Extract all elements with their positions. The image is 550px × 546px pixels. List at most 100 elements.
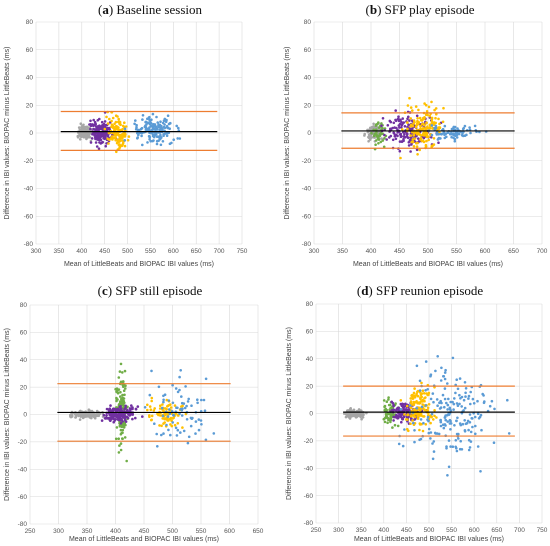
data-point-blue (445, 135, 448, 139)
data-point-yellow (411, 130, 414, 134)
data-point-purple (105, 142, 108, 145)
data-point-blue (455, 402, 459, 405)
data-point-blue (443, 124, 447, 128)
data-point-green (383, 420, 387, 424)
data-point-yellow (432, 137, 436, 140)
data-point-purple (398, 140, 402, 143)
y-tick-label: -80 (24, 241, 34, 248)
data-point-blue (160, 124, 163, 128)
data-point-yellow (409, 414, 413, 417)
data-point-purple (134, 416, 137, 420)
panel-letter: a (102, 2, 109, 17)
data-point-yellow (120, 136, 123, 139)
data-point-grey (97, 413, 101, 416)
data-point-blue (437, 432, 441, 436)
data-point-blue (150, 369, 153, 373)
data-point-blue (458, 402, 461, 406)
data-point-blue (197, 418, 201, 421)
data-point-blue (175, 434, 179, 437)
data-point-purple (399, 413, 402, 417)
data-point-yellow (419, 396, 422, 400)
data-point-yellow (405, 404, 409, 408)
data-point-purple (107, 408, 110, 411)
data-point-grey (83, 413, 86, 417)
data-point-yellow (150, 396, 154, 400)
data-point-yellow (416, 417, 420, 420)
data-point-grey (82, 125, 86, 129)
data-point-blue (168, 412, 172, 416)
data-point-blue (442, 130, 446, 134)
data-point-blue (420, 405, 424, 409)
data-point-blue (160, 406, 164, 410)
data-point-yellow (437, 117, 440, 121)
y-axis-label: Difference in IBI values: BIOPAC minus L… (4, 47, 11, 220)
data-point-blue (445, 445, 448, 448)
data-point-blue (480, 428, 483, 432)
data-point-blue (449, 445, 452, 448)
data-point-grey (360, 414, 364, 418)
y-tick-label: -20 (304, 438, 314, 445)
x-tick-label: 350 (356, 527, 367, 534)
x-tick-label: 300 (31, 248, 42, 255)
data-point-purple (395, 126, 398, 130)
data-point-blue (194, 432, 197, 435)
data-point-blue (397, 442, 401, 446)
data-point-blue (151, 139, 154, 143)
data-point-blue (148, 136, 152, 139)
data-point-purple (409, 136, 413, 139)
data-point-blue (123, 127, 127, 131)
data-point-yellow (159, 404, 162, 408)
x-tick-label: 700 (214, 248, 225, 255)
data-point-blue (144, 120, 147, 124)
data-point-blue (156, 445, 159, 448)
data-point-blue (189, 424, 193, 428)
data-point-yellow (168, 403, 171, 407)
data-point-blue (165, 134, 169, 137)
data-point-purple (397, 408, 400, 412)
y-tick-label: 20 (26, 102, 34, 109)
data-point-blue (148, 138, 151, 141)
y-tick-label: -20 (18, 439, 28, 446)
panel-c: (c) SFP still episode -80 -60 -40 -20 0 20 40 60… (4, 283, 264, 543)
data-point-purple (89, 141, 93, 144)
data-point-yellow (412, 145, 416, 148)
data-point-blue (146, 127, 149, 131)
data-point-blue (470, 417, 474, 420)
x-tick-label: 350 (337, 248, 348, 255)
data-point-yellow (416, 394, 420, 398)
data-point-blue (413, 429, 416, 432)
data-point-blue (148, 115, 151, 119)
data-point-blue (448, 406, 452, 410)
y-tick-label: -80 (302, 241, 312, 248)
data-point-green (389, 415, 393, 418)
data-point-yellow (153, 407, 156, 410)
data-point-blue (135, 125, 138, 129)
data-point-blue (155, 128, 159, 131)
data-point-green (382, 417, 386, 421)
data-point-blue (170, 141, 173, 145)
data-point-blue (469, 440, 473, 443)
data-point-yellow (173, 423, 177, 427)
data-point-purple (121, 420, 124, 423)
x-axis-label: Mean of LittleBeats and BIOPAC IBI value… (69, 536, 219, 543)
y-tick-label: 60 (26, 47, 34, 54)
data-point-blue (461, 127, 465, 131)
data-point-yellow (423, 134, 426, 137)
data-point-purple (398, 133, 402, 136)
data-point-yellow (438, 122, 441, 126)
data-point-blue (424, 360, 428, 363)
data-point-purple (94, 141, 98, 144)
data-point-purple (98, 117, 101, 121)
data-point-blue (435, 398, 439, 401)
data-point-purple (124, 406, 127, 410)
data-point-yellow (434, 107, 438, 110)
data-point-blue (444, 418, 448, 422)
data-point-grey (74, 413, 77, 416)
data-point-blue (461, 422, 465, 426)
data-point-blue (202, 398, 206, 402)
data-point-purple (130, 407, 133, 410)
data-point-grey (78, 138, 82, 141)
data-point-blue (432, 450, 436, 453)
x-tick-label: 400 (76, 248, 87, 255)
data-point-grey (367, 135, 370, 139)
